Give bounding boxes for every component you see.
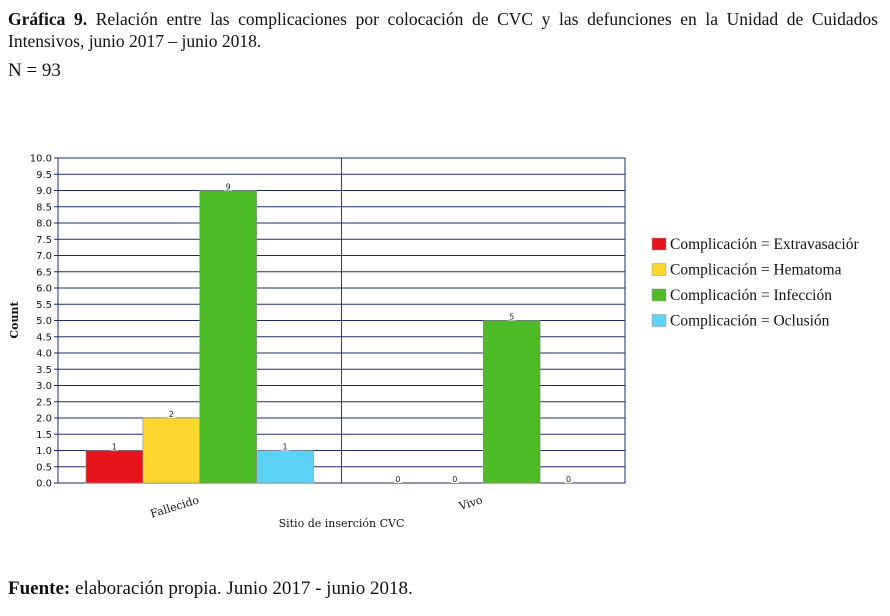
y-tick-label: 3.0 <box>36 381 52 392</box>
y-tick-label: 2.0 <box>36 414 52 425</box>
data-label-bg <box>450 477 459 483</box>
y-tick-label: 5.5 <box>36 300 52 311</box>
y-tick-label: 3.5 <box>36 365 52 376</box>
data-label: 9 <box>226 183 231 192</box>
legend-item-label: Complicación = Hematoma <box>670 262 842 279</box>
legend-item-label: Complicación = Extravasaciór <box>670 236 859 253</box>
legend-item-label: Complicación = Oclusión <box>670 313 830 330</box>
legend-swatch <box>651 314 667 327</box>
data-label-bg <box>507 314 516 321</box>
y-tick-label: 6.0 <box>36 284 52 295</box>
data-label-bg <box>393 477 402 483</box>
y-tick-label: 4.5 <box>36 332 52 343</box>
legend-swatch <box>651 288 667 302</box>
bar <box>199 190 257 484</box>
y-tick-label: 9.5 <box>36 170 52 181</box>
legend-swatch <box>651 263 667 276</box>
sample-size: N = 93 <box>8 60 61 81</box>
data-label-bg <box>564 477 573 483</box>
source-note: Fuente: elaboración propia. Junio 2017 -… <box>8 578 413 600</box>
x-tick-label: Fallecido <box>149 493 201 520</box>
y-tick-label: 7.5 <box>36 235 52 246</box>
data-label: 0 <box>395 475 400 484</box>
y-axis-title: Count <box>8 300 21 338</box>
y-tick-label: 8.0 <box>36 219 52 230</box>
y-tick-label: 8.5 <box>36 202 52 213</box>
y-tick-label: 1.0 <box>36 446 52 457</box>
legend-item-label: Complicación = Infección <box>670 287 832 304</box>
y-tick-label: 4.0 <box>36 349 52 360</box>
bar <box>85 450 144 484</box>
data-label: 0 <box>566 475 571 484</box>
data-label: 1 <box>112 443 117 452</box>
caption-label: Gráfica 9. <box>8 9 88 29</box>
data-label-bg <box>281 444 290 451</box>
y-tick-label: 0.0 <box>36 479 52 490</box>
bar <box>482 320 541 484</box>
data-label-bg <box>224 184 233 191</box>
caption-text: Relación entre las complicaciones por co… <box>8 9 878 51</box>
bar <box>256 450 314 484</box>
x-tick-label: Vivo <box>456 493 484 513</box>
data-label: 2 <box>169 410 174 419</box>
y-tick-label: 0.5 <box>36 462 52 473</box>
source-label: Fuente: <box>8 578 71 599</box>
y-tick-label: 2.5 <box>36 397 52 408</box>
y-tick-label: 10.0 <box>30 154 52 165</box>
bar <box>142 417 201 484</box>
y-tick-label: 5.0 <box>36 316 52 327</box>
bar-chart: 0.0 0.5 1.0 1.5 2.0 2.5 3.0 3.5 4.0 4.5 5.0 5.5 6.0 6… <box>8 154 859 531</box>
data-label-bg <box>110 444 119 451</box>
data-label: 5 <box>509 313 514 322</box>
data-label-bg <box>167 412 176 418</box>
data-label: 1 <box>283 443 288 452</box>
data-label: 0 <box>452 475 457 484</box>
figure-caption: Gráfica 9. Relación entre las complicaci… <box>8 8 878 52</box>
legend-swatch <box>651 237 667 251</box>
y-tick-label: 7.0 <box>36 251 52 262</box>
x-axis-title: Sitio de inserción CVC <box>279 517 405 530</box>
y-tick-label: 9.0 <box>36 186 52 197</box>
y-tick-label: 1.5 <box>36 430 52 441</box>
source-text: elaboración propia. Junio 2017 - junio 2… <box>70 578 413 599</box>
y-tick-label: 6.5 <box>36 267 52 278</box>
